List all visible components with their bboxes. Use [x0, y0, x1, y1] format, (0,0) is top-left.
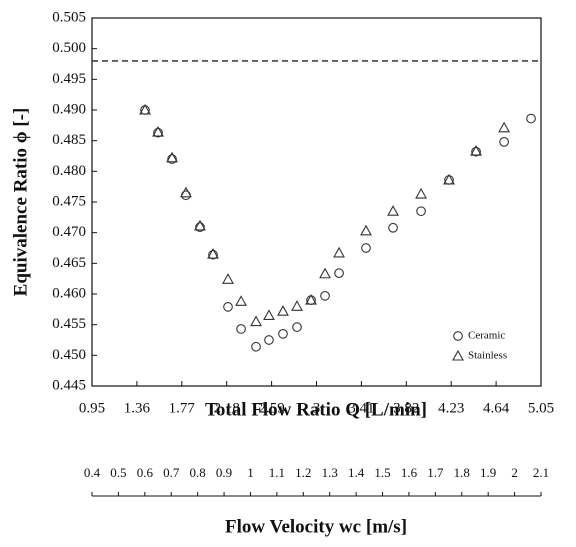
x2-tick-label: 1.7: [427, 465, 444, 480]
y-tick-label: 0.485: [52, 132, 86, 148]
y-tick-label: 0.445: [52, 377, 86, 393]
x2-tick-label: 2: [511, 465, 518, 480]
data-point: [320, 290, 330, 301]
x2-tick-label: 1.5: [374, 465, 390, 480]
data-point: [416, 206, 426, 217]
x2-tick-label: 1: [247, 465, 254, 480]
x-tick-label: 3: [313, 400, 321, 416]
x2-tick-label: 1.4: [348, 465, 365, 480]
data-point: [360, 224, 372, 236]
data-point: [263, 309, 275, 321]
data-point: [470, 144, 482, 156]
x-axis-title: Total Flow Ratio Q [L/min]: [205, 399, 427, 420]
data-point: [223, 302, 233, 312]
x2-tick-label: 0.9: [216, 465, 232, 480]
x2-tick-label: 1.6: [401, 465, 418, 480]
y-tick-label: 0.450: [52, 347, 86, 363]
x2-tick-label: 1.3: [322, 465, 338, 480]
y-tick-label: 0.480: [52, 163, 86, 179]
legend-marker: [452, 349, 464, 361]
data-point: [333, 246, 345, 258]
data-point: [277, 305, 289, 316]
data-point: [361, 243, 371, 253]
data-point: [250, 315, 262, 327]
y-tick-label: 0.460: [52, 285, 86, 301]
y-tick-label: 0.505: [52, 9, 86, 25]
data-point: [499, 137, 509, 147]
data-point: [278, 329, 288, 339]
x-tick-label: 2.18: [214, 400, 240, 416]
x-tick-label: 4.64: [483, 400, 510, 416]
x2-axis-title: Flow Velocity wc [m/s]: [225, 516, 407, 537]
x-tick-label: 1.77: [169, 400, 196, 416]
x-tick-label: 0.95: [79, 400, 105, 416]
x2-tick-label: 2.1: [533, 465, 549, 480]
x-tick-label: 1.36: [124, 400, 151, 416]
x2-tick-label: 0.6: [137, 465, 154, 480]
data-point: [292, 322, 302, 332]
data-point: [319, 267, 331, 279]
x2-tick-label: 0.7: [163, 465, 180, 480]
x2-tick-label: 0.5: [110, 465, 126, 480]
data-point: [498, 121, 511, 133]
y-axis-title: Equivalence Ratio ϕ [-]: [10, 108, 31, 297]
legend-label: Ceramic: [468, 330, 505, 342]
x2-tick-label: 0.4: [84, 465, 101, 480]
data-point: [305, 294, 317, 305]
data-point: [264, 335, 274, 345]
data-point: [139, 103, 151, 115]
data-point: [180, 186, 192, 198]
data-point: [167, 154, 177, 164]
data-point: [153, 127, 163, 138]
x-tick-label: 2.59: [258, 400, 284, 416]
data-point: [387, 205, 399, 216]
data-point: [526, 113, 536, 124]
y-tick-label: 0.475: [52, 193, 86, 209]
y-tick-label: 0.500: [52, 40, 86, 56]
y-tick-label: 0.470: [52, 224, 86, 240]
data-point: [251, 341, 261, 352]
data-point: [207, 248, 219, 259]
x2-tick-label: 1.1: [269, 465, 285, 480]
x-tick-label: 3.41: [348, 400, 374, 416]
data-point: [222, 273, 234, 284]
data-point: [166, 151, 178, 163]
data-point: [195, 222, 205, 232]
y-tick-label: 0.455: [52, 316, 86, 332]
y-tick-label: 0.495: [52, 71, 86, 87]
data-point: [443, 173, 455, 185]
x2-tick-label: 0.8: [190, 465, 206, 480]
data-point: [152, 125, 164, 137]
legend-marker: [453, 331, 463, 341]
data-point: [291, 300, 303, 311]
x-tick-label: 5.05: [528, 400, 554, 416]
x2-tick-label: 1.8: [454, 465, 470, 480]
data-point: [471, 146, 481, 157]
x2-tick-label: 1.2: [295, 465, 311, 480]
data-point: [415, 187, 428, 199]
legend-label: Stainless: [468, 350, 507, 362]
data-point: [334, 268, 344, 278]
y-tick-label: 0.465: [52, 255, 86, 271]
data-point: [236, 324, 246, 334]
data-point: [194, 219, 206, 231]
data-point: [388, 222, 398, 233]
data-point: [235, 295, 247, 306]
data-point: [208, 249, 218, 260]
x2-tick-label: 1.9: [480, 465, 496, 480]
x-tick-label: 4.23: [438, 400, 464, 416]
x-tick-label: 3.82: [393, 400, 419, 416]
y-tick-label: 0.490: [52, 101, 86, 117]
